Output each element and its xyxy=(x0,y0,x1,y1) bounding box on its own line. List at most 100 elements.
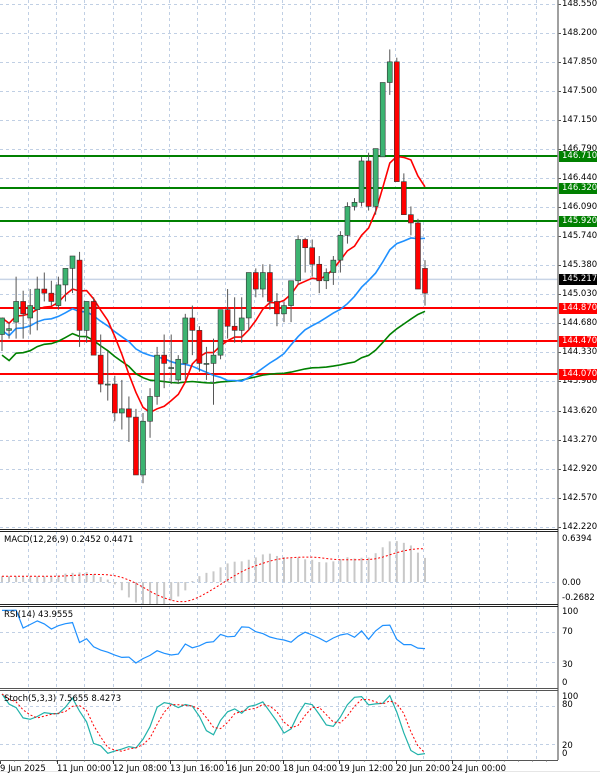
level-price-tag: 146.320 xyxy=(559,183,597,194)
candle xyxy=(415,222,421,290)
candle xyxy=(274,301,280,315)
time-label-8: 24 Jun 00:00 xyxy=(452,764,506,774)
candle xyxy=(260,272,266,290)
candle xyxy=(6,328,12,331)
price-tick-label: 142.570 xyxy=(562,493,598,503)
rsi-pane[interactable]: RSI(14) 43.9555 xyxy=(0,606,558,688)
candle xyxy=(372,148,379,207)
candle xyxy=(83,301,90,331)
candle xyxy=(238,317,245,331)
stoch-axis-0: 0 xyxy=(562,749,568,759)
candle xyxy=(358,160,365,203)
candle xyxy=(119,408,125,414)
stoch-d-line xyxy=(1,693,426,754)
candle xyxy=(0,317,5,335)
candle xyxy=(133,416,139,476)
candle xyxy=(379,82,386,158)
rsi-axis-30: 30 xyxy=(562,660,573,670)
price-tick-label: 145.380 xyxy=(562,260,598,270)
stoch-canvas xyxy=(0,690,558,760)
stoch-axis-80: 80 xyxy=(562,700,573,710)
candle xyxy=(126,408,132,418)
price-tick-label: 142.920 xyxy=(562,464,598,474)
candle xyxy=(316,263,323,282)
price-pane[interactable] xyxy=(0,0,558,529)
price-tick-label: 142.220 xyxy=(562,522,598,532)
macd-axis-zero: 0.00 xyxy=(562,578,581,588)
macd-axis-min: -0.2682 xyxy=(562,593,595,603)
candle xyxy=(112,383,118,414)
candle xyxy=(288,280,294,306)
price-tick-label: 147.500 xyxy=(562,86,598,96)
time-label-3: 13 Jun 16:00 xyxy=(170,764,224,774)
candle xyxy=(55,284,62,306)
candle xyxy=(147,396,153,422)
candle xyxy=(245,272,252,319)
rsi-line xyxy=(1,609,426,664)
candle xyxy=(161,354,167,364)
candle xyxy=(76,259,83,331)
macd-signal-line xyxy=(2,548,425,603)
rsi-title: RSI(14) 43.9555 xyxy=(4,610,74,620)
candle xyxy=(154,354,160,397)
macd-axis-max: 0.6394 xyxy=(562,534,592,544)
candle xyxy=(295,239,301,282)
price-tick-label: 148.550 xyxy=(562,0,598,9)
level-price-tag: 145.920 xyxy=(559,216,597,227)
candle xyxy=(48,292,55,302)
price-tick-label: 147.850 xyxy=(562,57,598,67)
price-tick-label: 146.090 xyxy=(562,202,598,212)
time-label-2: 12 Jun 08:00 xyxy=(113,764,167,774)
level-price-tag: 144.870 xyxy=(559,303,597,314)
candle xyxy=(302,239,308,249)
candle xyxy=(401,181,407,215)
candle xyxy=(189,317,196,331)
price-tick-label: 143.980 xyxy=(562,376,598,386)
price-tick-label: 145.740 xyxy=(562,231,598,241)
candle xyxy=(224,309,231,327)
time-label-7: 20 Jun 20:00 xyxy=(396,764,450,774)
price-chart-canvas[interactable] xyxy=(0,0,558,529)
candle xyxy=(217,309,224,356)
candle xyxy=(408,214,414,224)
candle xyxy=(344,206,351,236)
candle xyxy=(422,268,428,294)
candle xyxy=(210,354,217,364)
price-tick-label: 148.200 xyxy=(562,28,598,38)
level-price-tag: 144.470 xyxy=(559,336,597,347)
macd-title: MACD(12,26,9) 0.2452 0.4471 xyxy=(4,535,134,545)
candle xyxy=(393,61,400,182)
candle xyxy=(27,305,34,319)
candle xyxy=(140,420,146,476)
stoch-title: Stoch(5,3,3) 7.5655 8.4273 xyxy=(4,694,122,704)
price-tick-label: 145.030 xyxy=(562,289,598,299)
candle xyxy=(182,317,189,364)
candle xyxy=(231,325,238,331)
macd-pane[interactable]: MACD(12,26,9) 0.2452 0.4471 xyxy=(0,531,558,605)
candle xyxy=(386,61,393,83)
level-price-tag: 146.710 xyxy=(559,151,597,162)
candle xyxy=(365,160,372,207)
rsi-canvas xyxy=(0,606,558,688)
candle xyxy=(337,235,344,261)
price-tick-label: 146.790 xyxy=(562,144,598,154)
candle xyxy=(330,259,337,273)
price-tick-label: 144.330 xyxy=(562,347,598,357)
price-tick-label: 143.620 xyxy=(562,406,598,416)
candle xyxy=(267,272,273,302)
time-axis[interactable] xyxy=(0,760,558,772)
stoch-axis-100: 100 xyxy=(562,692,579,702)
candle xyxy=(62,268,69,286)
candle xyxy=(13,301,19,323)
price-tick-label: 144.680 xyxy=(562,318,598,328)
candle xyxy=(90,301,97,356)
candle xyxy=(41,288,48,294)
price-tick-label: 146.440 xyxy=(562,173,598,183)
candle xyxy=(203,363,210,365)
stoch-pane[interactable]: Stoch(5,3,3) 7.5655 8.4273 xyxy=(0,690,558,760)
rsi-axis-0: 0 xyxy=(562,678,568,688)
time-label-0: 9 Jun 2025 xyxy=(0,764,46,774)
candle xyxy=(34,288,41,311)
stoch-k-line xyxy=(1,693,426,756)
time-label-5: 18 Jun 04:00 xyxy=(283,764,337,774)
